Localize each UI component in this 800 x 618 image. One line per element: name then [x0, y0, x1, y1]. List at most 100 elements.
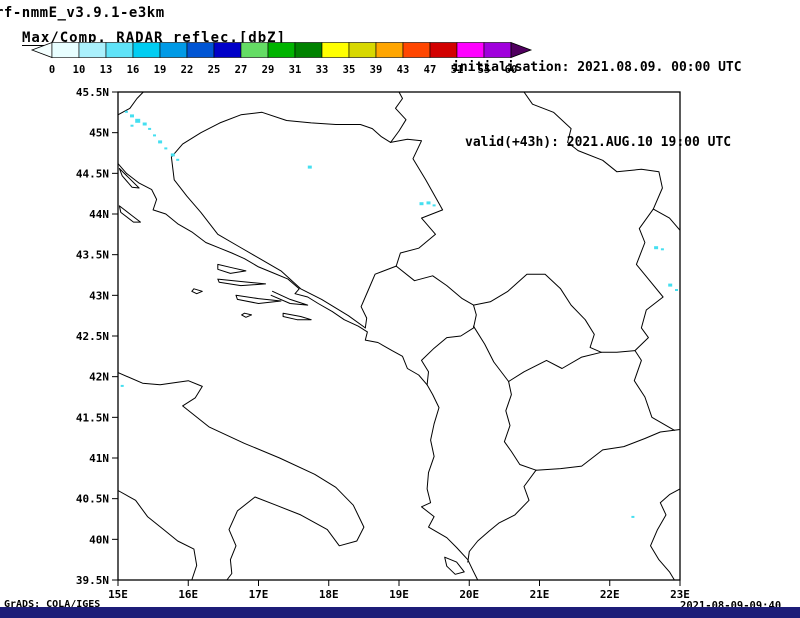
- lat-tick-label: 43.5N: [76, 249, 109, 262]
- radar-echo: [307, 165, 312, 169]
- lon-tick-label: 21E: [530, 588, 550, 600]
- radar-echo: [135, 118, 141, 123]
- colorbar-left-arrow: [30, 42, 53, 59]
- radar-echo: [130, 114, 134, 118]
- radar-echo: [124, 110, 128, 113]
- lat-tick-label: 44.5N: [76, 167, 109, 180]
- map-boundary-line: [473, 325, 510, 382]
- colorbar-tick-label: 16: [127, 64, 140, 76]
- colorbar-tick-label: 47: [424, 64, 437, 76]
- radar-echo: [432, 204, 436, 207]
- map-boundary-line: [217, 278, 266, 287]
- colorbar-segment: [51, 42, 80, 58]
- lat-tick-label: 40N: [89, 533, 109, 546]
- map-boundary-line: [421, 304, 477, 386]
- run-info: initialisation: 2021.08.09. 00:00 UTC va…: [452, 5, 742, 180]
- colorbar-tick-label: 33: [316, 64, 329, 76]
- lat-tick-label: 41.5N: [76, 411, 109, 424]
- radar-echo: [148, 127, 152, 130]
- lon-tick-label: 19E: [389, 588, 409, 600]
- grads-credit: GrADS: COLA/IGES: [4, 599, 101, 610]
- lat-tick-label: 45.5N: [76, 86, 109, 99]
- lon-tick-label: 23E: [670, 588, 690, 600]
- radar-echo: [675, 289, 678, 291]
- map-boundary-line: [235, 294, 282, 304]
- lat-tick-label: 45N: [89, 127, 109, 140]
- map-boundary-line: [508, 350, 636, 382]
- radar-echo: [120, 384, 124, 387]
- map-boundary-line: [191, 288, 203, 295]
- colorbar-right-arrow: [510, 42, 533, 59]
- map-boundary-line: [473, 273, 602, 353]
- map-boundary-line: [282, 312, 312, 321]
- colorbar-segment: [267, 42, 296, 58]
- map-boundary-line: [503, 381, 537, 471]
- colorbar-segment: [78, 42, 107, 58]
- colorbar-tick-label: 39: [370, 64, 383, 76]
- colorbar-segment: [105, 42, 134, 58]
- colorbar: 0 10 13 16 19 22 25 27 29 31 33 35 39 43 47 51 55 60: [30, 42, 533, 76]
- latitude-axis: 45.5N 45N 44.5N 44N 43.5N 43N 42.5N 42N 41.5N 41N…: [76, 86, 118, 587]
- map-boundary-line: [117, 372, 365, 581]
- lon-tick-label: 22E: [600, 588, 620, 600]
- radar-echo: [176, 158, 180, 161]
- colorbar-tick-label: 29: [262, 64, 275, 76]
- colorbar-segment: [348, 42, 377, 58]
- radar-echo: [158, 140, 163, 144]
- colorbar-segment: [456, 42, 485, 58]
- radar-echo: [170, 153, 175, 157]
- map-boundary-line: [241, 312, 252, 318]
- lat-tick-label: 42N: [89, 371, 109, 384]
- colorbar-segment: [402, 42, 431, 58]
- colorbar-tick-label: 0: [49, 64, 55, 76]
- valid-time: valid(+43h): 2021.AUG.10 19:00 UTC: [465, 135, 732, 150]
- map-boundary-line: [390, 91, 407, 143]
- lat-tick-label: 39.5N: [76, 574, 109, 587]
- colorbar-tick-label: 60: [505, 64, 518, 76]
- colorbar-segment: [159, 42, 188, 58]
- lon-tick-label: 20E: [459, 588, 479, 600]
- colorbar-segment: [321, 42, 350, 58]
- map-canvas: 45.5N 45N 44.5N 44N 43.5N 43N 42.5N 42N 41.5N 41N…: [76, 86, 690, 600]
- radar-echo: [654, 246, 659, 250]
- radar-echo: [164, 147, 168, 150]
- colorbar-tick-label: 10: [73, 64, 86, 76]
- lat-tick-label: 44N: [89, 208, 109, 221]
- map-boundary-line: [117, 91, 144, 116]
- map-frame: [117, 91, 681, 581]
- colorbar-segment: [240, 42, 269, 58]
- colorbar-tick-label: 27: [235, 64, 248, 76]
- colorbar-tick-label: 22: [181, 64, 194, 76]
- coastline-borders: [117, 91, 681, 581]
- map-boundary-line: [523, 91, 675, 431]
- radar-echo: [660, 248, 664, 251]
- colorbar-segment: [294, 42, 323, 58]
- init-time: initialisation: 2021.08.09. 00:00 UTC: [452, 60, 742, 75]
- map-boundary-line: [270, 290, 309, 306]
- colorbar-tick-label: 51: [451, 64, 464, 76]
- colorbar-tick-label: 31: [289, 64, 302, 76]
- lat-tick-label: 43N: [89, 289, 109, 302]
- radar-echo: [419, 202, 424, 206]
- lat-tick-label: 42.5N: [76, 330, 109, 343]
- radar-echo: [631, 515, 635, 518]
- colorbar-tick-label: 19: [154, 64, 167, 76]
- radar-echo: [130, 124, 134, 127]
- product-title: Max/Comp. RADAR reflec.[dbZ]: [22, 30, 287, 46]
- radar-echo: [426, 201, 431, 205]
- colorbar-tick-label: 25: [208, 64, 221, 76]
- colorbar-tick-label: 43: [397, 64, 410, 76]
- map-boundary-line: [360, 265, 397, 329]
- map-boundary-line: [467, 469, 537, 563]
- colorbar-segment: [429, 42, 458, 58]
- colorbar-segment: [375, 42, 404, 58]
- colorbar-tick-label: 55: [478, 64, 491, 76]
- model-title: rf-nmmE_v3.9.1-e3km: [0, 5, 165, 21]
- map-boundary-line: [650, 488, 681, 581]
- lat-tick-label: 40.5N: [76, 493, 109, 506]
- map-boundary-line: [217, 263, 247, 274]
- map-boundary-line: [395, 265, 474, 306]
- map-boundary-line: [444, 556, 465, 575]
- colorbar-segment: [186, 42, 215, 58]
- radar-echo: [153, 134, 156, 137]
